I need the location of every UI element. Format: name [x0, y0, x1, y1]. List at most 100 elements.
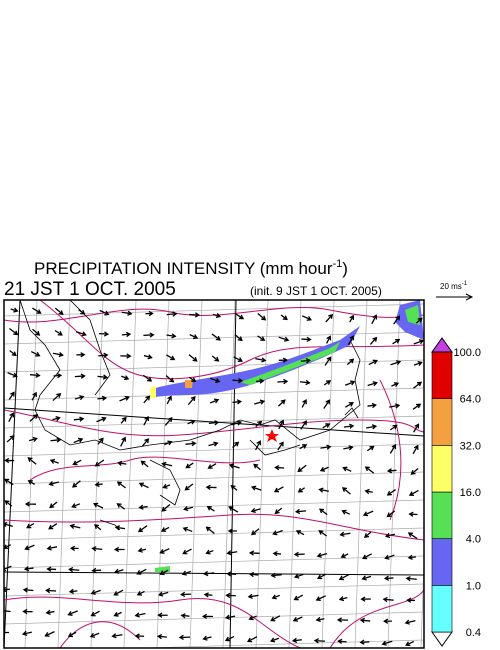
wind-vector: [318, 487, 329, 493]
colorbar: 0.4 1.0 4.0 16.0 32.0 64.0 100.0: [431, 337, 481, 647]
colorbar-box: [431, 351, 453, 399]
wind-vector: [359, 617, 371, 624]
colorbar-under: [431, 631, 453, 647]
wind-vector: [93, 502, 104, 509]
wind-vector: [69, 523, 81, 529]
grid-line: [156, 300, 170, 648]
wind-vector: [24, 501, 37, 507]
colorbar-label: 1.0: [466, 580, 481, 592]
wind-vector: [116, 481, 126, 489]
wind-vector: [4, 586, 10, 593]
wind-vector: [228, 463, 240, 469]
wind-vector: [8, 412, 15, 422]
wind-vector: [164, 440, 173, 446]
wind-vector: [134, 633, 145, 639]
wind-vector: [202, 635, 212, 641]
wind-vector: [9, 328, 19, 336]
wind-vector: [138, 504, 148, 510]
precip-area: [150, 386, 156, 398]
wind-vector: [180, 613, 190, 619]
wind-vector: [293, 551, 305, 558]
wind-vector: [410, 468, 419, 475]
wind-vector: [405, 575, 417, 582]
wind-vector: [166, 311, 178, 317]
wind-vector: [52, 415, 61, 422]
wind-vector: [46, 545, 58, 551]
wind-vector: [390, 360, 402, 366]
wind-vector: [271, 594, 280, 600]
wind-vector: [72, 480, 81, 488]
wind-vector: [234, 334, 243, 342]
grid-line: [4, 387, 424, 401]
title: PRECIPITATION INTENSITY (mm hour-1): [34, 258, 348, 278]
wind-vector: [209, 377, 221, 383]
wind-vector: [407, 532, 418, 540]
wind-vector: [114, 568, 124, 574]
parallel: [4, 407, 424, 437]
wind-vector: [206, 506, 215, 512]
wind-vector: [208, 441, 219, 447]
wind-vector: [269, 637, 280, 643]
wind-vector: [293, 594, 304, 601]
grid-line: [57, 300, 71, 648]
wind-vector: [185, 462, 194, 469]
grid-line: [131, 639, 424, 648]
wind-vector: [297, 464, 307, 473]
wind-vector: [277, 441, 284, 451]
wind-vector: [203, 570, 215, 577]
wind-vector: [272, 551, 282, 557]
colorbar-label: 100.0: [453, 347, 481, 359]
wind-vector: [255, 357, 267, 363]
wind-vector: [134, 612, 146, 618]
colorbar-box: [431, 445, 453, 493]
wind-vector: [359, 639, 370, 645]
wind-vector: [164, 416, 173, 426]
colorbar-box: [431, 585, 453, 633]
wind-vector: [113, 589, 124, 596]
wind-vector: [323, 380, 332, 386]
wind-vector: [278, 419, 285, 430]
wind-vector: [120, 436, 127, 447]
wind-vector: [386, 510, 396, 518]
wind-vector: [342, 466, 352, 472]
wind-vector: [301, 336, 312, 343]
wind-vector: [161, 461, 173, 467]
wind-vector: [250, 528, 260, 536]
wind-vector: [54, 329, 63, 336]
wind-vector: [247, 593, 259, 599]
wind-vector: [76, 352, 86, 358]
grid-line: [4, 583, 424, 597]
wind-vector: [232, 441, 240, 449]
wind-vector: [349, 314, 355, 323]
wind-vector: [32, 307, 42, 314]
wind-vector: [97, 437, 104, 445]
wind-vector: [231, 420, 242, 426]
wind-vector: [408, 511, 418, 517]
grid-line: [4, 359, 424, 373]
wind-vector: [184, 483, 194, 491]
wind-vector: [324, 356, 332, 366]
wind-vector: [159, 548, 170, 554]
wind-vector: [143, 332, 155, 338]
wind-vector: [209, 398, 220, 404]
wind-vector: [347, 335, 355, 346]
wind-vector: [205, 484, 217, 490]
title-main: PRECIPITATION INTENSITY (mm hour: [34, 259, 333, 278]
wind-vector: [48, 481, 60, 487]
wind-vector: [52, 392, 62, 402]
wind-vector: [32, 328, 41, 336]
wind-vector: [228, 506, 239, 513]
wind-vector: [116, 503, 126, 510]
wind-vector: [384, 554, 395, 560]
wind-vector: [205, 526, 215, 535]
wind-vector: [316, 573, 326, 580]
wind-vector: [320, 444, 332, 450]
wind-vector: [224, 614, 236, 620]
wind-vector: [412, 444, 419, 455]
wind-vector: [340, 553, 349, 559]
wind-vector: [183, 506, 194, 512]
wind-vector: [336, 617, 349, 623]
grid-line: [4, 611, 424, 625]
wind-vector: [254, 399, 266, 405]
wind-vector: [74, 394, 85, 401]
